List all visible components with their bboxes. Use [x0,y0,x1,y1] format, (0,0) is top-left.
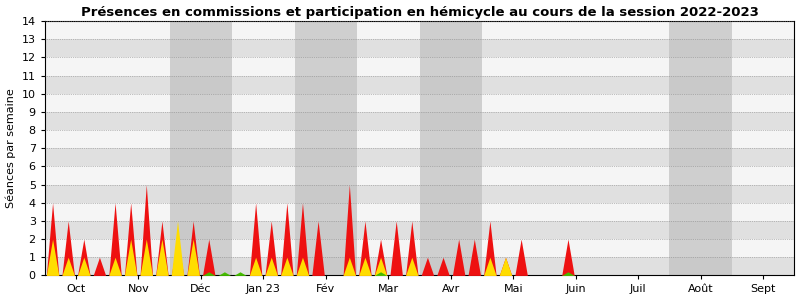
Bar [45,148,794,166]
Bar [670,21,732,275]
Bar [45,184,794,203]
Bar [45,21,794,39]
Bar [294,21,357,275]
Title: Présences en commissions et participation en hémicycle au cours de la session 20: Présences en commissions et participatio… [81,6,758,19]
Bar [45,39,794,57]
Bar [45,112,794,130]
Bar [45,221,794,239]
Bar [45,257,794,275]
Bar [170,21,232,275]
Bar [45,130,794,148]
Bar [45,57,794,76]
Bar [45,94,794,112]
Bar [45,239,794,257]
Bar [420,21,482,275]
Y-axis label: Séances par semaine: Séances par semaine [6,88,16,208]
Bar [45,76,794,94]
Bar [45,167,794,184]
Bar [45,203,794,221]
